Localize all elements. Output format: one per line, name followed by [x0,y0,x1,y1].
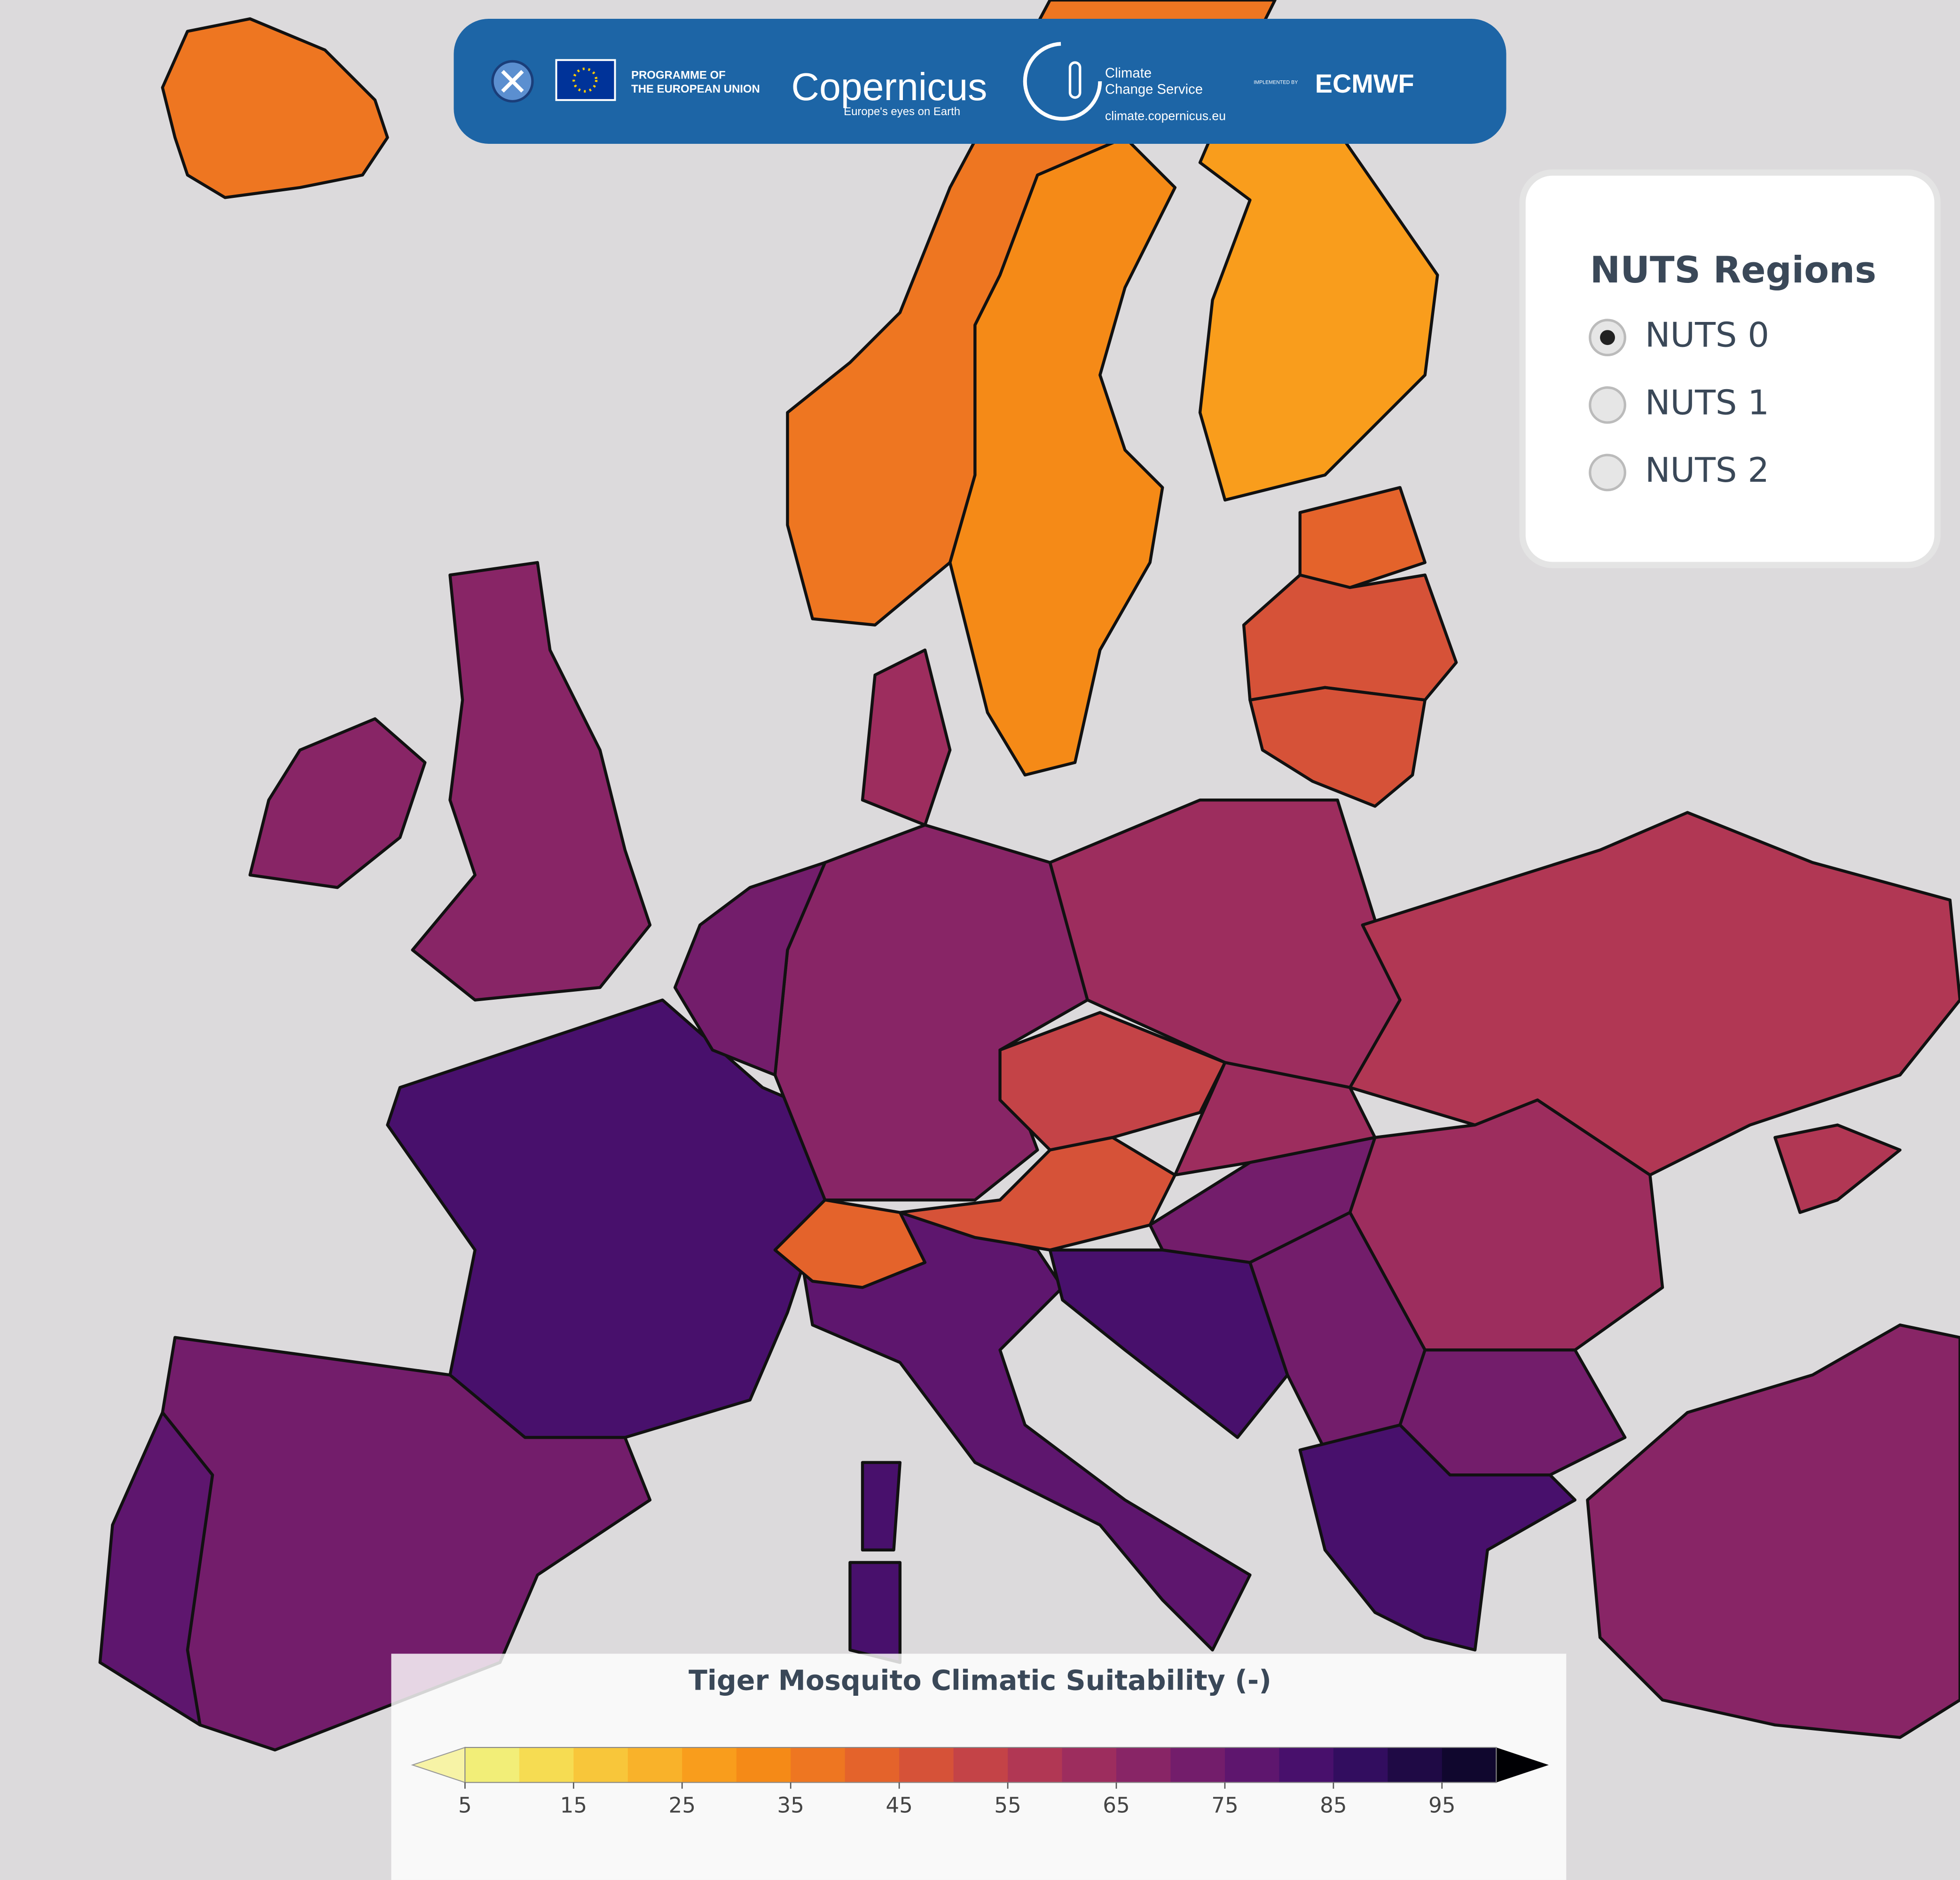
close-button[interactable] [491,60,534,103]
radio-label[interactable]: NUTS 1 [1645,383,1769,422]
colorbar-cell [953,1747,1008,1783]
colorbar-cell [1224,1747,1280,1783]
colorbar-over [1496,1747,1549,1783]
colorbar-tick-label: 85 [1320,1793,1347,1817]
header-background [454,18,1506,144]
colorbar-tick-label: 5 [458,1793,472,1817]
colorbar-cell [899,1747,954,1783]
colorbar-cell [845,1747,900,1783]
country [1298,486,1427,589]
country [673,861,827,1077]
colorbar-tick-label: 55 [994,1793,1021,1817]
radio-dot [1600,330,1615,345]
country [386,998,852,1439]
country [1348,811,1960,1177]
service-url: climate.copernicus.eu [1105,109,1226,123]
colorbar-cell [465,1747,520,1783]
country [411,561,652,1002]
countries [98,0,1960,1752]
radio-option[interactable]: NUTS 0 [1589,315,1769,357]
country [161,17,389,199]
eu-stars [572,67,598,93]
colorbar-cell [1116,1747,1171,1783]
programme-text: THE EUROPEAN UNION [631,83,760,95]
colorbar-cell [1333,1747,1388,1783]
country [773,1198,927,1289]
colorbar-frame [464,1747,1497,1783]
country [248,717,427,889]
colorbar-scale: 5 15 25 35 45 55 65 75 85 95 [411,1747,1549,1817]
colorbar-cell [1279,1747,1334,1783]
colorbar-tick-label: 15 [560,1793,587,1817]
country [948,136,1177,777]
country [98,1411,214,1727]
legend-options: NUTS 0 NUTS 1 NUTS 2 [1589,315,1769,492]
colorbar: Tiger Mosquito Climatic Suitability (-) … [391,1653,1567,1880]
colorbar-tick-label: 45 [886,1793,913,1817]
colorbar-tick-label: 95 [1428,1793,1456,1817]
nuts-legend: NUTS Regions NUTS 0 NUTS 1 NUTS 2 [1519,169,1941,568]
country [1048,1248,1289,1439]
country [798,1211,1252,1652]
country [1586,1323,1960,1739]
colorbar-cell [1442,1747,1497,1783]
country [1198,73,1439,502]
colorbar-cell [791,1747,846,1783]
radio-button[interactable] [1589,386,1626,424]
colorbar-tick-label: 65 [1103,1793,1130,1817]
legend-title: NUTS Regions [1590,249,1876,291]
implemented-text: IMPLEMENTED BY [1254,79,1298,85]
colorbar-tick-label: 35 [777,1793,804,1817]
colorbar-tick-label: 25 [668,1793,696,1817]
brand-name: Copernicus [791,65,987,109]
c3s-logo [1023,42,1102,121]
colorbar-cell [627,1747,683,1783]
brand-tagline: Europe's eyes on Earth [844,105,960,118]
partner-name: ECMWF [1315,69,1414,98]
service-text: Change Service [1105,82,1203,97]
eu-flag [555,59,616,101]
colorbar-cell [1062,1747,1117,1783]
thermometer-icon [1068,61,1082,99]
country [998,1011,1227,1152]
colorbar-cell [1388,1747,1443,1783]
radio-button[interactable] [1589,454,1626,492]
colorbar-cell [1008,1747,1063,1783]
colorbar-cell [1170,1747,1225,1783]
radio-label[interactable]: NUTS 2 [1645,450,1769,490]
colorbar-title: Tiger Mosquito Climatic Suitability (-) [689,1665,1271,1697]
colorbar-tick-label: 75 [1211,1793,1239,1817]
service-text: Climate [1105,66,1152,81]
radio-option[interactable]: NUTS 1 [1589,383,1769,424]
programme-text: PROGRAMME OF [631,69,726,82]
radio-label[interactable]: NUTS 0 [1645,315,1769,355]
country [1773,1123,1902,1214]
country [1298,1423,1577,1652]
header-bar: PROGRAMME OF THE EUROPEAN UNION Copernic… [454,18,1506,144]
colorbar-cell [736,1747,791,1783]
colorbar-cell [519,1747,574,1783]
country [1248,686,1427,808]
legend-panel [1519,169,1941,568]
colorbar-cell [573,1747,628,1783]
radio-option[interactable]: NUTS 2 [1589,450,1769,492]
country [861,648,952,827]
colorbar-cell [682,1747,737,1783]
